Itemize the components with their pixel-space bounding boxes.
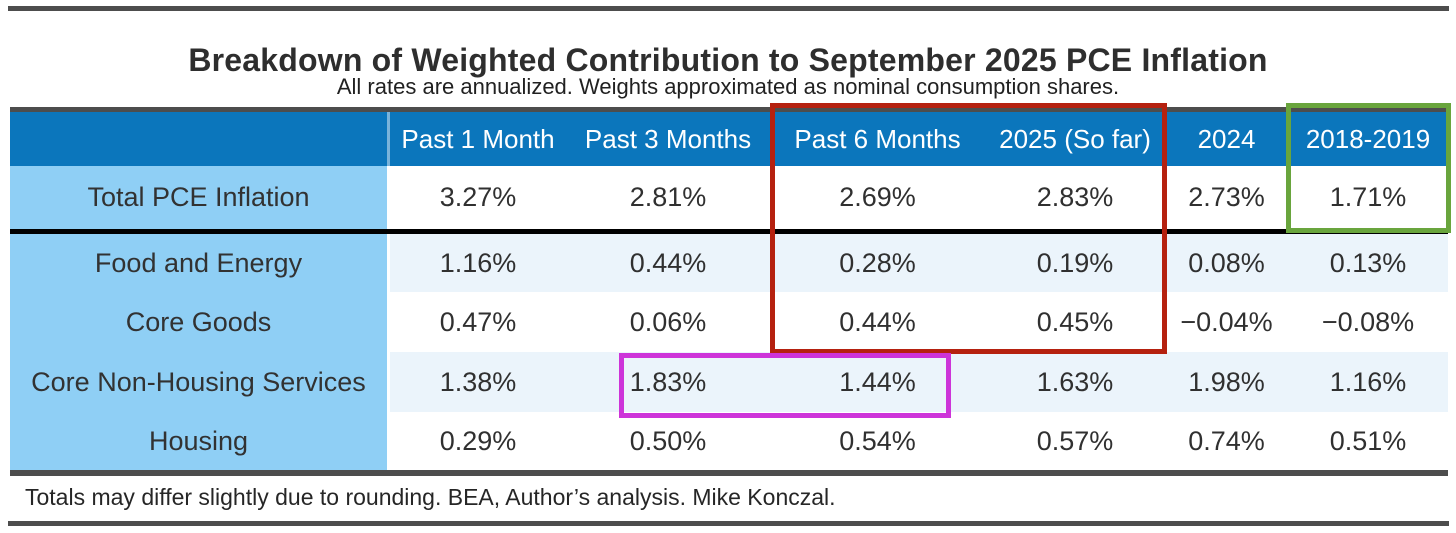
row-label: Food and Energy	[10, 234, 390, 292]
table-cell: 0.47%	[390, 292, 566, 352]
table-cell: 0.54%	[770, 412, 985, 470]
table-cell: 1.71%	[1288, 166, 1448, 229]
table-cell: 1.83%	[566, 352, 770, 412]
table-header-row: Past 1 Month Past 3 Months Past 6 Months…	[10, 112, 1448, 166]
row-label: Housing	[10, 412, 390, 470]
column-header-blank	[10, 112, 390, 166]
column-header-past-3-months: Past 3 Months	[584, 123, 752, 154]
table-row-core-goods: Core Goods 0.47% 0.06% 0.44% 0.45% −0.04…	[10, 292, 1448, 352]
table-cell: 1.38%	[390, 352, 566, 412]
table-cell: 0.74%	[1165, 412, 1288, 470]
bottom-divider-rule	[8, 521, 1449, 526]
table-cell: 1.16%	[1288, 352, 1448, 412]
table-cell: 1.63%	[985, 352, 1165, 412]
top-divider-rule	[8, 6, 1449, 11]
table-row-food-and-energy: Food and Energy 1.16% 0.44% 0.28% 0.19% …	[10, 234, 1448, 292]
column-header-2025-so-far: 2025 (So far)	[999, 123, 1151, 154]
table-cell: 0.06%	[566, 292, 770, 352]
column-header-past-6-months: Past 6 Months	[794, 123, 961, 154]
table-cell: 0.19%	[985, 234, 1165, 292]
table-cell: 0.28%	[770, 234, 985, 292]
table-cell: 2.81%	[566, 166, 770, 229]
table-cell: 2.69%	[770, 166, 985, 229]
table-cell: 0.50%	[566, 412, 770, 470]
column-header-2024: 2024	[1197, 123, 1256, 154]
table-cell: 0.44%	[770, 292, 985, 352]
table-cell: 2.83%	[985, 166, 1165, 229]
table-cell: 0.29%	[390, 412, 566, 470]
row-label: Core Non-Housing Services	[10, 352, 390, 412]
green-highlight-box	[1286, 103, 1451, 233]
table-cell: 1.98%	[1165, 352, 1288, 412]
table-cell: 0.45%	[985, 292, 1165, 352]
table-row-total-pce: Total PCE Inflation 3.27% 2.81% 2.69% 2.…	[10, 166, 1448, 234]
footer-note: Totals may differ slightly due to roundi…	[25, 484, 836, 510]
table-cell: −0.04%	[1165, 292, 1288, 352]
column-header-2018-2019: 2018-2019	[1305, 123, 1431, 154]
pce-contribution-table: Past 1 Month Past 3 Months Past 6 Months…	[10, 107, 1448, 476]
table-row-housing: Housing 0.29% 0.50% 0.54% 0.57% 0.74% 0.…	[10, 412, 1448, 470]
table-cell: −0.08%	[1288, 292, 1448, 352]
row-label: Core Goods	[10, 292, 390, 352]
red-highlight-box	[770, 103, 1167, 354]
table-cell: 0.44%	[566, 234, 770, 292]
row-label: Total PCE Inflation	[10, 166, 390, 229]
table-cell: 0.13%	[1288, 234, 1448, 292]
table-cell: 0.57%	[985, 412, 1165, 470]
column-header-past-1-month: Past 1 Month	[401, 123, 555, 154]
page-title: Breakdown of Weighted Contribution to Se…	[188, 42, 1268, 79]
page-subtitle: All rates are annualized. Weights approx…	[336, 74, 1120, 99]
table-cell: 1.16%	[390, 234, 566, 292]
magenta-highlight-box	[619, 353, 951, 418]
table-cell: 2.73%	[1165, 166, 1288, 229]
table-cell: 0.51%	[1288, 412, 1448, 470]
table-cell: 0.08%	[1165, 234, 1288, 292]
table-cell: 3.27%	[390, 166, 566, 229]
